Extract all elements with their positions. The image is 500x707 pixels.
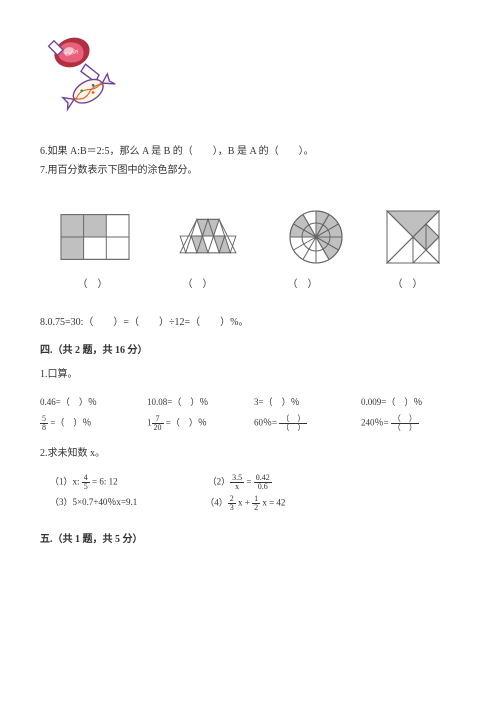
figure-circle (286, 207, 346, 267)
figures-row (40, 207, 460, 267)
eq-row-2: （3）5×0.7+40％x=9.1 （4）23 x + 12 x = 42 (50, 495, 460, 512)
blank-1: （ ） (58, 277, 128, 293)
figure-grid (60, 213, 130, 261)
eq-4: （4）23 x + 12 x = 42 (205, 495, 285, 512)
eq-1: （1）x: 45 = 6: 12 (50, 474, 118, 491)
sub-2: 2.求未知数 x。 (40, 446, 460, 462)
eq-3: （3）5×0.7+40％x=9.1 (50, 495, 137, 512)
question-7: 7.用百分数表示下图中的涂色部分。 (40, 163, 460, 179)
calc-2: 10.08=（ ）％ (147, 395, 246, 409)
figure-tangram (385, 209, 441, 265)
figure-trapezoid (169, 214, 247, 260)
eq-2: （2）3.5x = 0.420.6 (208, 474, 272, 491)
calc-7: 60％= （ ）（ ） (254, 415, 353, 432)
calc-6: 1720 =（ ）％ (147, 415, 246, 432)
calc-3: 3=（ ）％ (254, 395, 353, 409)
eq-row-1: （1）x: 45 = 6: 12 （2）3.5x = 0.420.6 (50, 474, 460, 491)
candy-illustration: Candy (45, 30, 460, 126)
sub-1: 1.口算。 (40, 367, 460, 383)
section-4-title: 四.（共 2 题，共 16 分） (40, 343, 460, 359)
calc-8: 240％= （ ）（ ） (361, 415, 460, 432)
blank-2: （ ） (163, 277, 233, 293)
question-6: 6.如果 A:B＝2:5，那么 A 是 B 的（ ），B 是 A 的（ ）。 (40, 144, 460, 160)
blank-4: （ ） (373, 277, 443, 293)
calc-1: 0.46=（ ）％ (40, 395, 139, 409)
calc-4: 0.009=（ ）％ (361, 395, 460, 409)
blank-3: （ ） (268, 277, 338, 293)
calc-5: 58 =（ ）％ (40, 415, 139, 432)
calc-grid: 0.46=（ ）％ 10.08=（ ）％ 3=（ ）％ 0.009=（ ）％ 5… (40, 395, 460, 432)
figure-blanks: （ ） （ ） （ ） （ ） (40, 277, 460, 293)
question-8: 8.0.75=30:（ ）=（ ）÷12=（ ）%。 (40, 315, 460, 331)
section-5-title: 五.（共 1 题，共 5 分） (40, 532, 460, 548)
